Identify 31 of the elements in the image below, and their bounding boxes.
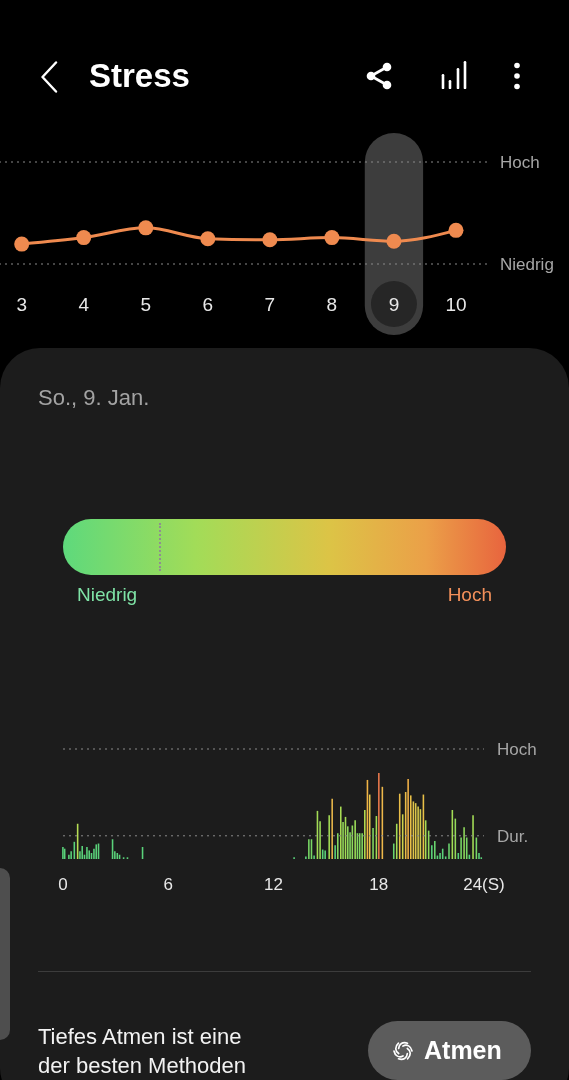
x-tick-label: 24(S) xyxy=(463,874,505,894)
x-tick-label: 7 xyxy=(264,293,276,315)
button: Atmen xyxy=(368,1021,531,1080)
text: Tiefes Atmen ist eine der besten Methoden xyxy=(38,1024,246,1078)
point xyxy=(14,236,30,252)
ref-line-label: Dur. xyxy=(497,826,529,846)
chart-title: Stress xyxy=(89,57,190,94)
x-tick-label: 5 xyxy=(140,293,152,315)
x-tick-label: 9 xyxy=(388,293,400,315)
x-tick-label: 0 xyxy=(58,874,68,894)
point xyxy=(448,222,464,238)
x-tick-label: 10 xyxy=(445,293,467,315)
x-tick-label: 12 xyxy=(264,874,283,894)
point xyxy=(200,231,216,247)
ref-line-label: Hoch xyxy=(497,739,537,759)
text: Hoch xyxy=(447,584,492,605)
point xyxy=(324,230,340,246)
text: So., 9. Jan. xyxy=(38,385,150,410)
text: Niedrig xyxy=(77,584,138,605)
point xyxy=(76,230,92,246)
x-tick-label: 6 xyxy=(163,874,173,894)
x-tick-label: 8 xyxy=(326,293,338,315)
ref-line-label: Hoch xyxy=(500,152,540,172)
x-tick-label: 4 xyxy=(78,293,90,315)
point xyxy=(138,220,154,236)
x-tick-label: 18 xyxy=(369,874,389,894)
ref-line-label: Niedrig xyxy=(500,254,554,274)
point xyxy=(262,232,278,248)
point xyxy=(386,233,402,249)
x-tick-label: 6 xyxy=(202,293,214,315)
x-tick-label: 3 xyxy=(16,293,27,315)
